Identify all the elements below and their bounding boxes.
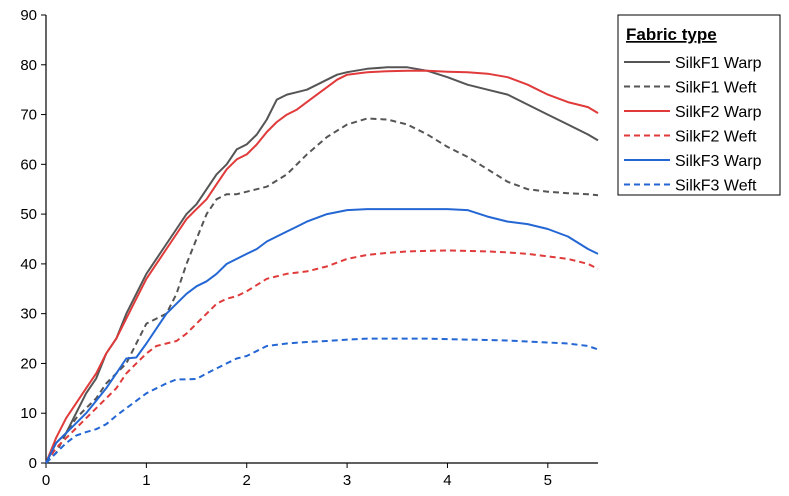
x-axis-ticks: 0 1 2 3 4 5 (42, 463, 552, 489)
y-tick-label: 20 (20, 355, 37, 372)
series-lines (45, 66, 599, 464)
legend-label: SilkF3 Warp (675, 153, 762, 170)
y-tick-label: 70 (20, 107, 37, 124)
legend-box (617, 14, 781, 196)
y-tick-label: 90 (20, 7, 37, 24)
y-tick-label: 80 (20, 57, 37, 74)
plot-area: 0 10 20 30 40 50 60 70 80 90 0 1 2 3 4 5 (20, 7, 599, 489)
y-tick-label: 30 (20, 306, 37, 323)
x-tick-label: 2 (243, 472, 251, 489)
y-tick-label: 60 (20, 156, 37, 173)
legend-label: SilkF2 Weft (675, 129, 757, 146)
x-tick-label: 5 (544, 472, 552, 489)
x-tick-label: 0 (42, 472, 50, 489)
legend: Fabric type SilkF1 Warp SilkF1 Weft SilkF2… (617, 14, 781, 196)
x-tick-label: 3 (343, 472, 351, 489)
y-tick-label: 0 (29, 455, 37, 472)
legend-items: SilkF1 Warp SilkF1 Weft SilkF2 Warp SilkF2 … (624, 55, 762, 195)
series-line-6 (45, 337, 599, 464)
y-tick-label: 10 (20, 405, 37, 422)
legend-title: Fabric type (626, 25, 717, 44)
legend-label: SilkF3 Weft (675, 178, 757, 195)
y-tick-label: 40 (20, 256, 37, 273)
series-line-4 (45, 249, 599, 464)
legend-label: SilkF1 Weft (675, 80, 757, 97)
series-line-1 (45, 66, 599, 464)
x-tick-label: 1 (142, 472, 150, 489)
series-line-5 (45, 208, 599, 464)
x-tick-label: 4 (443, 472, 451, 489)
y-axis-ticks: 0 10 20 30 40 50 60 70 80 90 (20, 7, 46, 472)
legend-label: SilkF1 Warp (675, 55, 762, 72)
series-line-2 (45, 117, 599, 464)
y-tick-label: 50 (20, 206, 37, 223)
series-line-3 (45, 69, 599, 464)
legend-label: SilkF2 Warp (675, 104, 762, 121)
